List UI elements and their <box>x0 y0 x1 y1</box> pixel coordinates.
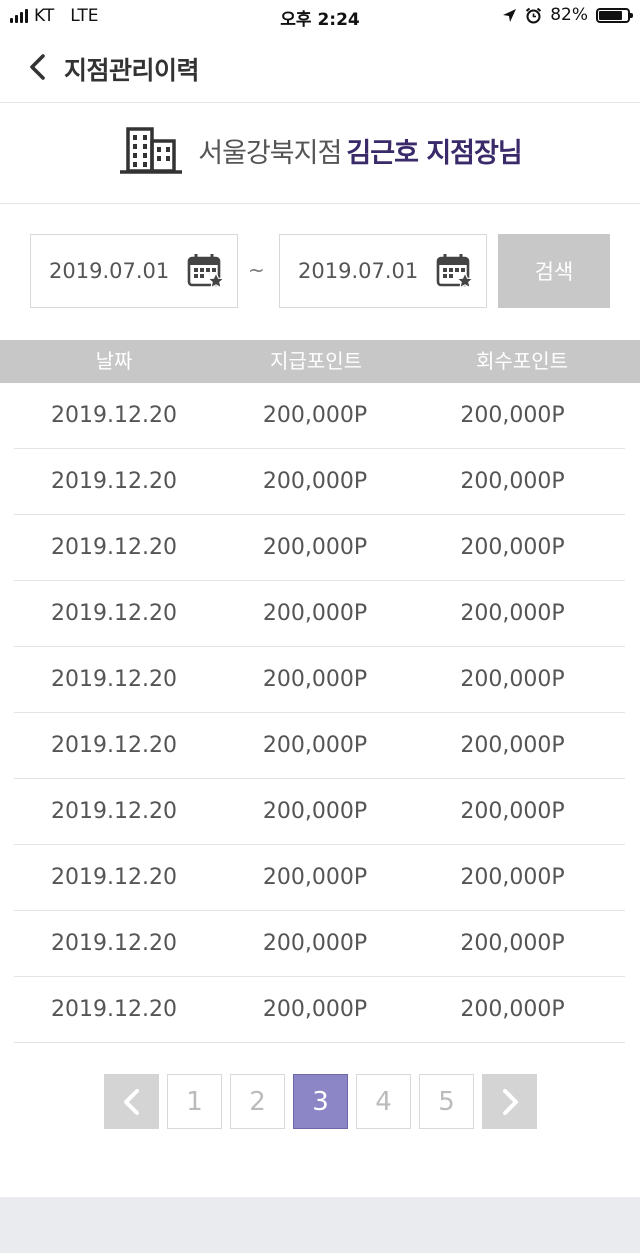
page-title: 지점관리이력 <box>64 56 200 85</box>
end-date-value: 2019.07.01 <box>298 259 419 283</box>
cell-recovered-points: 200,000P <box>460 403 565 428</box>
cell-date: 2019.12.20 <box>51 469 177 494</box>
table-row: 2019.12.20 200,000P 200,000P <box>14 383 625 449</box>
cell-paid-points: 200,000P <box>262 733 368 758</box>
branch-manager: 김근호 지점장님 <box>346 137 522 169</box>
cell-paid-points: 200,000P <box>262 535 368 560</box>
table-row: 2019.12.20 200,000P 200,000P <box>14 713 625 779</box>
start-date-value: 2019.07.01 <box>49 259 170 283</box>
column-header-paid-points: 지급포인트 <box>270 349 362 373</box>
page-button-1[interactable]: 1 <box>167 1074 222 1129</box>
cell-paid-points: 200,000P <box>262 469 368 494</box>
cell-date: 2019.12.20 <box>51 733 177 758</box>
building-icon <box>120 127 183 174</box>
cell-date: 2019.12.20 <box>51 667 177 692</box>
alarm-clock-icon <box>526 7 542 23</box>
end-date-field[interactable]: 2019.07.01 <box>279 234 487 308</box>
table-row: 2019.12.20 200,000P 200,000P <box>14 515 625 581</box>
cell-paid-points: 200,000P <box>262 667 368 692</box>
cell-date: 2019.12.20 <box>51 931 177 956</box>
chevron-left-icon <box>30 54 45 80</box>
calendar-star-icon[interactable] <box>187 253 225 291</box>
date-separator: ~ <box>248 258 265 282</box>
chevron-left-icon <box>123 1088 139 1115</box>
cell-recovered-points: 200,000P <box>460 601 565 626</box>
chevron-right-icon <box>502 1088 518 1115</box>
cell-date: 2019.12.20 <box>51 997 177 1022</box>
cell-paid-points: 200,000P <box>262 997 368 1022</box>
column-header-recovered-points: 회수포인트 <box>476 349 568 373</box>
cell-date: 2019.12.20 <box>51 403 177 428</box>
status-right: 82% <box>502 5 633 25</box>
back-button[interactable] <box>22 50 56 84</box>
page-button-5[interactable]: 5 <box>419 1074 474 1129</box>
table-body: 2019.12.20 200,000P 200,000P 2019.12.20 … <box>14 383 625 1043</box>
table-row: 2019.12.20 200,000P 200,000P <box>14 911 625 977</box>
cell-paid-points: 200,000P <box>262 601 368 626</box>
footer-bar <box>0 1197 640 1253</box>
cell-paid-points: 200,000P <box>262 931 368 956</box>
cell-recovered-points: 200,000P <box>460 535 565 560</box>
table-row: 2019.12.20 200,000P 200,000P <box>14 581 625 647</box>
cell-date: 2019.12.20 <box>51 799 177 824</box>
page-button-3[interactable]: 3 <box>293 1074 348 1129</box>
calendar-star-icon[interactable] <box>436 253 474 291</box>
app-header: 지점관리이력 <box>0 34 640 103</box>
cell-recovered-points: 200,000P <box>460 799 565 824</box>
cell-date: 2019.12.20 <box>51 535 177 560</box>
branch-info: 서울강북지점 김근호 지점장님 <box>0 103 640 204</box>
status-left: KT LTE <box>10 6 98 26</box>
cell-date: 2019.12.20 <box>51 865 177 890</box>
cell-recovered-points: 200,000P <box>460 931 565 956</box>
table-row: 2019.12.20 200,000P 200,000P <box>14 977 625 1043</box>
next-page-button[interactable] <box>482 1074 537 1129</box>
cell-recovered-points: 200,000P <box>460 733 565 758</box>
status-bar: KT LTE 오후 2:24 82% <box>0 0 640 34</box>
branch-name: 서울강북지점 <box>198 137 342 169</box>
prev-page-button[interactable] <box>104 1074 159 1129</box>
table-row: 2019.12.20 200,000P 200,000P <box>14 845 625 911</box>
network-label: LTE <box>70 6 99 26</box>
table-header: 날짜 지급포인트 회수포인트 <box>0 340 640 383</box>
page-button-2[interactable]: 2 <box>230 1074 285 1129</box>
cell-recovered-points: 200,000P <box>460 667 565 692</box>
cell-paid-points: 200,000P <box>262 799 368 824</box>
start-date-field[interactable]: 2019.07.01 <box>30 234 238 308</box>
table-row: 2019.12.20 200,000P 200,000P <box>14 647 625 713</box>
cell-date: 2019.12.20 <box>51 601 177 626</box>
table-row: 2019.12.20 200,000P 200,000P <box>14 779 625 845</box>
cell-paid-points: 200,000P <box>262 403 368 428</box>
battery-icon <box>596 7 633 23</box>
cell-recovered-points: 200,000P <box>460 865 565 890</box>
page-button-4[interactable]: 4 <box>356 1074 411 1129</box>
signal-icon <box>10 9 28 23</box>
cell-paid-points: 200,000P <box>262 865 368 890</box>
battery-percent: 82% <box>550 5 588 25</box>
carrier-label: KT <box>34 6 55 26</box>
cell-recovered-points: 200,000P <box>460 997 565 1022</box>
column-header-date: 날짜 <box>95 349 133 373</box>
status-time: 오후 2:24 <box>280 10 360 30</box>
cell-recovered-points: 200,000P <box>460 469 565 494</box>
search-button[interactable]: 검색 <box>498 234 610 308</box>
pagination: 1 2 3 4 5 <box>104 1074 537 1129</box>
location-arrow-icon <box>503 8 517 22</box>
table-row: 2019.12.20 200,000P 200,000P <box>14 449 625 515</box>
